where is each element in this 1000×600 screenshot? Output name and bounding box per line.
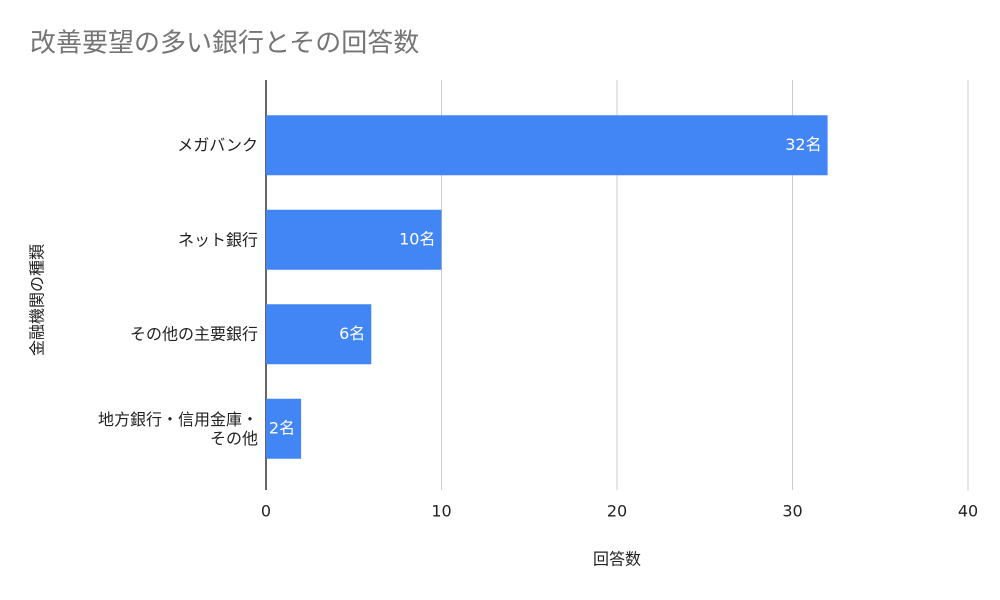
bar (266, 304, 372, 365)
y-tick-label: メガバンク (177, 135, 258, 155)
bar (266, 398, 302, 459)
bar (266, 209, 442, 270)
y-tick-label: その他の主要銀行 (129, 324, 258, 344)
y-axis-label: 金融機関の種類 (28, 244, 47, 356)
value-label: 6名 (339, 324, 365, 343)
bar (266, 115, 828, 176)
x-tick-label: 0 (261, 502, 271, 521)
x-tick-label: 20 (607, 502, 627, 521)
chart-title: 改善要望の多い銀行とその回答数 (30, 29, 419, 59)
value-label: 10名 (399, 229, 435, 248)
x-tick-label: 10 (431, 502, 451, 521)
value-label: 32名 (785, 135, 821, 154)
x-tick-label: 30 (782, 502, 802, 521)
y-tick-label: ネット銀行 (177, 230, 258, 250)
y-tick-label: 地方銀行・信用金庫・その他 (97, 409, 258, 448)
value-label: 2名 (269, 418, 295, 437)
x-tick-label: 40 (958, 502, 978, 521)
x-axis-label: 回答数 (593, 550, 641, 569)
